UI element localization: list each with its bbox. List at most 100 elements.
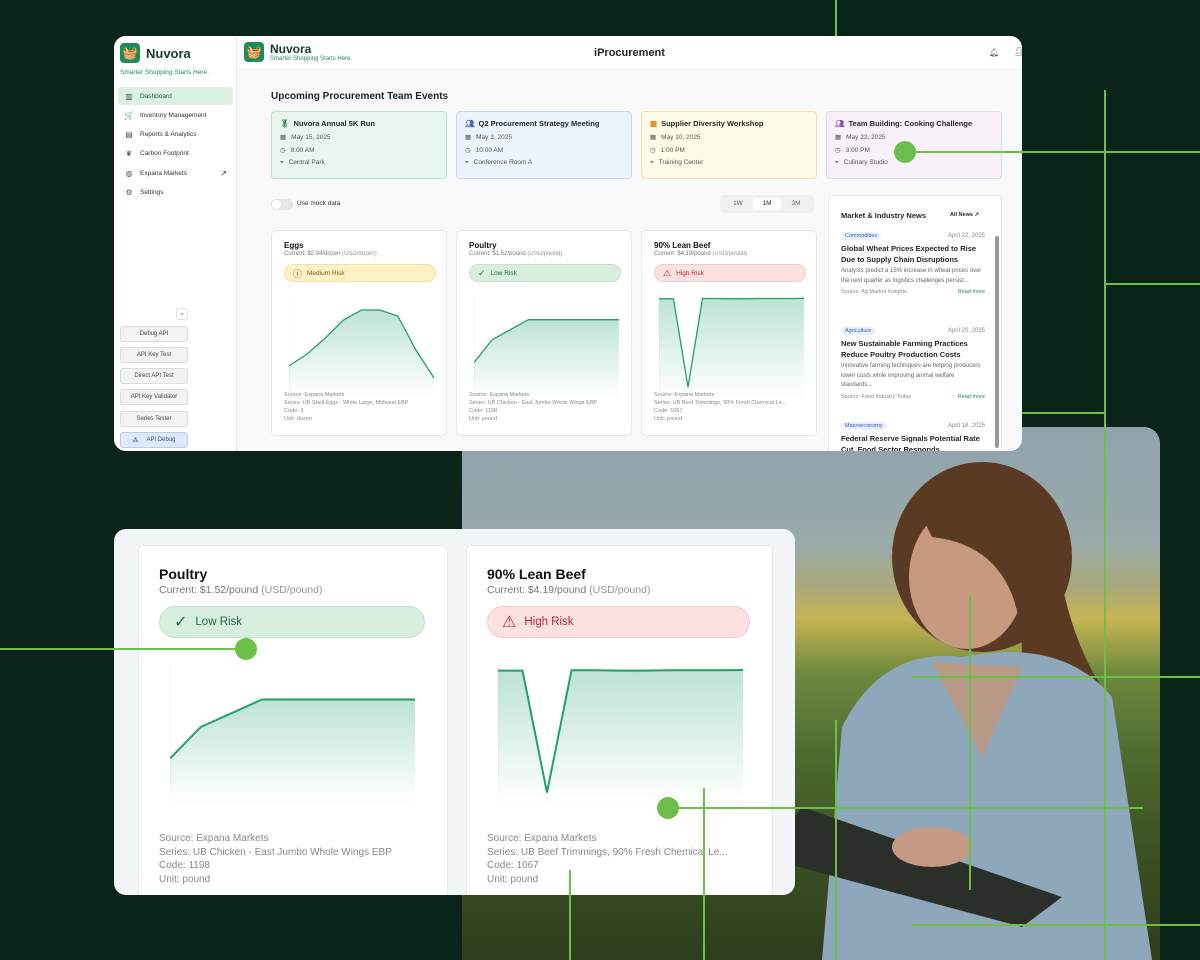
highlight-dot [235,638,257,660]
collapse-button[interactable]: ⌄ [176,308,188,320]
sidebar-item-reports[interactable]: ▤ Reports & Analytics [125,129,197,139]
connector-line [1104,90,1106,960]
event-card[interactable]: ▦ Supplier Diversity Workshop ▦ May 10, 20… [641,111,817,179]
news-tag: Macroeconomy [841,422,887,430]
direct-api-test-button[interactable]: Direct API Test [120,368,188,384]
area-fill [289,310,434,394]
bar-chart-icon: ▥ [125,91,133,101]
highlight-dot [894,141,916,163]
calendar-icon: ▦ [280,134,287,141]
series-meta: Source: Expana Markets Series: UB Beef Tr… [654,392,787,422]
location-pin-icon: ⌖ [835,159,839,166]
area-fill [170,699,415,802]
commodity-name: Eggs [284,241,304,250]
series-meta: Source: Expana Markets Series: UB Beef Tr… [487,833,728,885]
price-chart [498,664,743,802]
calendar-icon: ▦ [465,134,472,141]
clock-icon: ◷ [280,147,286,154]
news-item[interactable]: Agriculture April 20, 2025 New Sustainabl… [841,327,985,400]
range-1m[interactable]: 1M [753,198,781,210]
sidebar-item-settings[interactable]: ⚙ Settings [125,187,164,197]
warning-triangle-icon: ⚠ [502,614,517,631]
commodity-card-low[interactable]: Poultry Current: $1.52/pound (USD/pound)… [456,230,632,436]
commodity-card-high[interactable]: 90% Lean Beef Current: $4.19/pound (USD/… [466,545,773,895]
price-chart [289,294,434,394]
check-circle-icon: ✓ [478,267,486,278]
read-more-link[interactable]: Read more [957,393,985,400]
all-news-link[interactable]: All News ↗ [950,212,980,218]
brand-name: Nuvora [146,45,191,61]
debug-api-button[interactable]: Debug API [120,326,188,342]
api-key-validator-button[interactable]: API Key Validator [120,389,188,405]
range-1w[interactable]: 1W [733,200,743,207]
connector-line [668,807,1143,809]
price-chart [474,294,619,394]
risk-badge: ✓ Low Risk [469,264,621,282]
connector-line [569,870,571,960]
series-meta: Source: Expana Markets Series: UB Chicken… [159,833,392,885]
connector-line [969,595,971,890]
sidebar-item-dashboard[interactable]: ▥ Dashboard [118,87,233,105]
news-title: New Sustainable Farming Practices Reduce… [841,339,968,359]
news-tag: Agriculture [841,327,876,335]
news-title: Federal Reserve Signals Potential Rate C… [841,434,980,451]
commodity-card-medium[interactable]: Eggs Current: $2.94/dozen (USD/dozen) ⓘ M… [271,230,447,436]
clock-icon: ◷ [465,147,471,154]
app-window: 🧺 Nuvora Smarter Shopping Starts Here. ▥… [114,36,1022,451]
news-item[interactable]: Commodities April 22, 2025 Global Wheat P… [841,232,985,295]
commodity-name: 90% Lean Beef [654,241,711,250]
event-card[interactable]: 👥︎ Team Building: Cooking Challenge ▦ May … [826,111,1002,179]
connector-line [912,924,1200,926]
user-icon[interactable]: 👤︎ [1014,47,1022,56]
current-price: Current: $4.19/pound (USD/pound) [654,251,748,257]
series-tester-button[interactable]: Series Tester [120,411,188,427]
current-price: Current: $1.52/pound (USD/pound) [469,251,563,257]
events-heading: Upcoming Procurement Team Events [271,91,449,102]
price-chart [659,294,804,394]
read-more-link[interactable]: Read more [957,289,985,295]
tagline: Smarter Shopping Starts Here. [120,69,209,76]
api-debug-button[interactable]: ⁂ API Debug [120,432,188,448]
external-link-icon: ↗ [974,212,980,218]
globe-icon: ◍ [125,168,133,178]
mock-data-toggle[interactable] [271,199,293,210]
sidebar-item-expana[interactable]: ◍ Expana Markets ↗ [125,168,228,178]
header-brand: Nuvora [270,42,312,56]
commodity-card-high[interactable]: 90% Lean Beef Current: $4.19/pound (USD/… [641,230,817,436]
news-body: Innovative farming techniques are helpin… [841,363,981,388]
risk-badge: ⚠ High Risk [654,264,806,282]
news-item[interactable]: Macroeconomy April 18, 2025 Federal Reser… [841,422,985,451]
location-pin-icon: ⌖ [465,159,469,166]
connector-line [905,151,1200,153]
highlight-dot [657,797,679,819]
current-price: Current: $2.94/dozen (USD/dozen) [284,251,377,257]
sidebar-item-carbon[interactable]: ❦ Carbon Footprint [125,148,189,158]
news-title: Global Wheat Prices Expected to Rise Due… [841,244,977,264]
event-card[interactable]: 🏅︎ Nuvora Annual 5K Run ▦ May 15, 2025 ◷ 8:… [271,111,447,179]
warning-triangle-icon: ⚠ [663,267,672,278]
event-card[interactable]: 👥︎ Q2 Procurement Strategy Meeting ▦ May 3… [456,111,632,179]
api-key-test-button[interactable]: API Key Test [120,347,188,363]
commodity-card-low[interactable]: Poultry Current: $1.52/pound (USD/pound)… [138,545,448,895]
news-tag: Commodities [841,232,882,240]
mock-data-label: Use mock data [297,200,341,207]
sidebar: 🧺 Nuvora Smarter Shopping Starts Here. ▥… [114,36,237,451]
check-circle-icon: ✓ [174,614,188,631]
risk-badge: ⚠ High Risk [487,606,750,638]
risk-badge: ⓘ Medium Risk [284,264,436,282]
range-selector: 1W 1M 3M [720,195,814,213]
area-fill [659,298,804,394]
range-3m[interactable]: 3M [791,200,801,207]
commodity-name: Poultry [159,566,208,582]
risk-badge: ✓ Low Risk [159,606,425,638]
sidebar-item-inventory[interactable]: 🛒 Inventory Management [124,110,207,120]
bell-icon[interactable]: 🔔︎ [989,48,1000,57]
network-icon: ⁂ [132,437,139,444]
connector-line [0,648,246,650]
alert-circle-icon: ⓘ [293,268,303,279]
current-price: Current: $4.19/pound (USD/pound) [487,584,651,596]
location-pin-icon: ⌖ [650,159,654,166]
scrollbar[interactable] [995,236,999,448]
current-price: Current: $1.52/pound (USD/pound) [159,584,323,596]
cart-icon: 🛒 [124,110,134,120]
